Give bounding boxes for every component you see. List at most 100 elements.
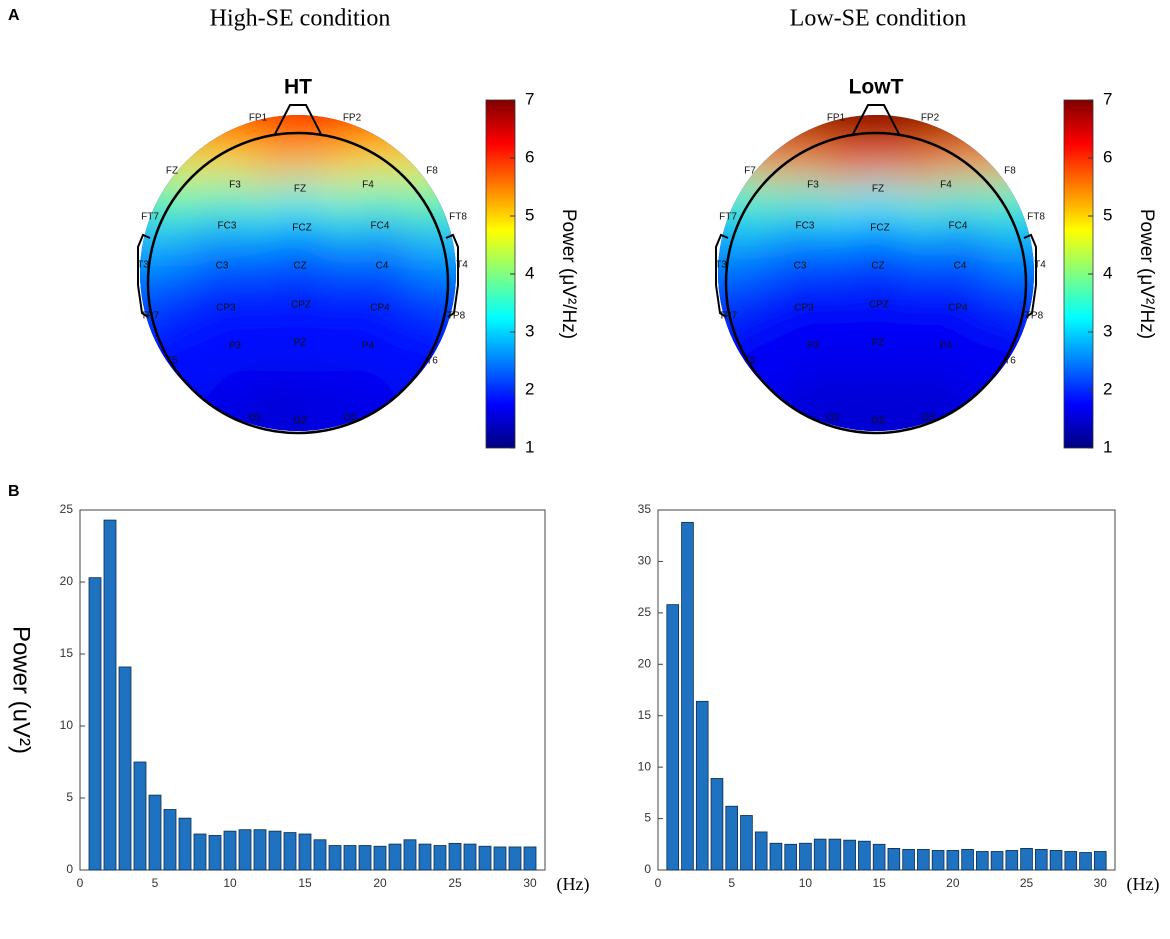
electrode-label: FC3 [218, 221, 237, 232]
bar [666, 604, 680, 871]
bar [1020, 848, 1033, 871]
bar [872, 843, 886, 871]
topomap-field [140, 115, 456, 431]
electrode-label: P3 [229, 341, 242, 352]
electrode-label: CPZ [869, 300, 889, 311]
colorbar-tick-label: 5 [525, 205, 534, 224]
x-tick-label: 0 [77, 876, 84, 890]
y-tick-label: 20 [60, 574, 74, 588]
map-label: HT [284, 76, 312, 99]
y-tick-label: 10 [638, 759, 652, 773]
bar [298, 833, 312, 871]
x-tick-label: 10 [799, 876, 813, 890]
bar [313, 839, 327, 871]
electrode-label: C4 [376, 261, 389, 272]
colorbar-tick-label: 3 [1103, 321, 1112, 340]
electrode-power [878, 368, 978, 431]
y-tick-label: 20 [638, 656, 652, 670]
x-tick-label: 25 [448, 876, 462, 890]
x-tick-label: 10 [223, 876, 237, 890]
topomap-field [718, 115, 1034, 431]
nose [273, 104, 323, 137]
electrode-power [300, 368, 400, 431]
electrode-label: F3 [229, 180, 241, 191]
bar [118, 666, 132, 871]
bar [433, 845, 447, 871]
electrode-label: OZ [871, 416, 885, 427]
bar [754, 831, 768, 871]
y-tick-label: 30 [638, 554, 652, 568]
condition-title: High-SE condition [210, 6, 391, 32]
colorbar-tick-label: 3 [525, 321, 534, 340]
bar [1093, 851, 1107, 871]
x-axis-label: (Hz) [557, 874, 590, 895]
bar [813, 838, 827, 871]
bar [328, 845, 342, 871]
ear [137, 233, 151, 318]
bar [769, 842, 783, 871]
electrode-label: F3 [807, 180, 819, 191]
electrode-label: F7 [744, 166, 756, 177]
electrode-label: FCZ [870, 223, 889, 234]
bar [343, 845, 357, 871]
bar [388, 843, 402, 871]
x-tick-label: 20 [946, 876, 960, 890]
bar [208, 835, 222, 871]
electrode-label: T6 [1004, 356, 1016, 367]
electrode-label: FCZ [292, 223, 311, 234]
y-tick-label: 15 [638, 708, 652, 722]
electrode-label: P4 [940, 341, 953, 352]
x-tick-label: 25 [1020, 876, 1034, 890]
bar [523, 846, 537, 871]
electrode-label: FT8 [449, 212, 467, 223]
bar [253, 829, 267, 871]
colorbar-tick-label: 5 [1103, 205, 1112, 224]
electrode-label: TP7 [141, 311, 160, 322]
bar [283, 832, 297, 871]
electrode-label: T5 [166, 356, 178, 367]
bar [268, 830, 282, 871]
electrode-label: F8 [1004, 166, 1016, 177]
bar [133, 761, 147, 871]
bar [961, 849, 974, 871]
condition-title: Low-SE condition [790, 6, 967, 32]
bar [103, 519, 117, 871]
electrode-label: FT7 [719, 212, 737, 223]
bar [843, 839, 856, 871]
bar [148, 794, 162, 871]
electrode-label: F8 [426, 166, 438, 177]
bar [508, 846, 522, 871]
bar [403, 839, 417, 871]
colorbar-label: Power (μV²/Hz) [1136, 209, 1157, 339]
topomap [718, 115, 1034, 431]
ear [1023, 233, 1037, 318]
electrode-label: FC3 [796, 221, 815, 232]
ear [715, 233, 729, 318]
bar [725, 805, 739, 871]
electrode-label: OZ [293, 416, 307, 427]
bar [163, 809, 177, 871]
electrode-label: CPZ [291, 300, 311, 311]
electrode-label: CP4 [948, 303, 968, 314]
electrode-label: FZ [294, 184, 306, 195]
y-tick-label: 0 [644, 862, 651, 876]
y-tick-label: 25 [60, 502, 74, 516]
bar [681, 521, 694, 871]
electrode-label: CP3 [794, 303, 814, 314]
x-tick-label: 20 [373, 876, 387, 890]
y-tick-label: 5 [66, 790, 73, 804]
electrode-label: O2 [921, 413, 935, 424]
electrode-label: T3 [715, 260, 727, 271]
electrode-label: FP1 [827, 113, 846, 124]
electrode-label: F4 [362, 180, 374, 191]
bar [418, 843, 432, 871]
nose [851, 104, 901, 137]
electrode-label: P4 [362, 341, 375, 352]
x-tick-label: 5 [728, 876, 735, 890]
bar [1005, 850, 1019, 871]
bar [917, 849, 930, 871]
bar [1049, 850, 1063, 871]
electrode-label: FP1 [249, 113, 268, 124]
map-label: LowT [849, 76, 904, 99]
